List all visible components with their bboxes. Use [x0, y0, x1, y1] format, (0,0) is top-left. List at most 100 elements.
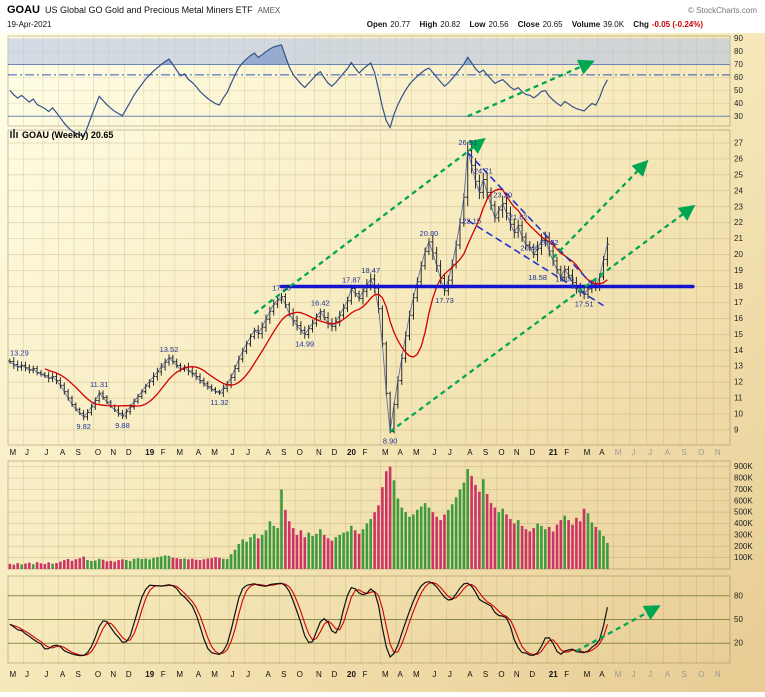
svg-text:M: M — [176, 448, 183, 457]
svg-text:11: 11 — [734, 394, 743, 403]
volume-label: Volume — [571, 20, 601, 29]
svg-text:700K: 700K — [734, 485, 753, 494]
svg-text:F: F — [363, 670, 368, 679]
svg-text:D: D — [529, 670, 535, 679]
svg-text:400K: 400K — [734, 519, 753, 528]
svg-text:J: J — [246, 670, 250, 679]
svg-text:A: A — [196, 670, 202, 679]
exchange-label: AMEX — [257, 6, 281, 15]
low-label: Low — [469, 20, 486, 29]
svg-text:A: A — [266, 670, 272, 679]
svg-text:19: 19 — [145, 448, 154, 457]
svg-text:J: J — [231, 670, 235, 679]
price-annotation-label: 9.82 — [76, 422, 91, 431]
svg-text:O: O — [95, 670, 101, 679]
svg-text:S: S — [281, 448, 286, 457]
svg-text:S: S — [681, 670, 686, 679]
svg-text:M: M — [413, 448, 420, 457]
svg-text:200K: 200K — [734, 542, 753, 551]
svg-text:9: 9 — [734, 425, 739, 434]
svg-text:300K: 300K — [734, 530, 753, 539]
layer-st — [9, 581, 608, 659]
svg-text:O: O — [698, 670, 704, 679]
svg-text:J: J — [631, 448, 635, 457]
downtrend-dashed-line — [467, 152, 597, 289]
svg-text:N: N — [110, 448, 116, 457]
uptrend-arrow — [552, 159, 649, 259]
svg-text:20: 20 — [347, 670, 356, 679]
svg-text:A: A — [599, 670, 605, 679]
svg-text:50: 50 — [734, 86, 743, 95]
svg-text:S: S — [483, 448, 488, 457]
svg-text:20: 20 — [347, 448, 356, 457]
layer-price — [8, 141, 610, 434]
high-value: 20.82 — [440, 20, 461, 29]
svg-text:A: A — [665, 670, 671, 679]
downtrend-dashed-line — [467, 219, 604, 307]
svg-text:M: M — [615, 670, 622, 679]
svg-text:800K: 800K — [734, 474, 753, 483]
svg-text:S: S — [483, 670, 488, 679]
svg-text:N: N — [316, 448, 322, 457]
price-annotation-label: 16.42 — [311, 299, 330, 308]
svg-text:900K: 900K — [734, 462, 753, 471]
stoch-uptrend-arrow — [575, 605, 661, 653]
price-annotation-label: 17.87 — [342, 276, 361, 285]
svg-text:A: A — [467, 670, 473, 679]
price-annotation-label: 11.31 — [90, 380, 108, 389]
svg-text:14: 14 — [734, 346, 743, 355]
price-annotation-label: 11.32 — [210, 398, 228, 407]
price-annotation-label: 19.08 — [555, 274, 574, 283]
svg-text:M: M — [10, 448, 17, 457]
price-annotation-label: 20.22 — [540, 238, 559, 247]
price-annotation-label: 17.36 — [272, 284, 291, 293]
copyright: © StockCharts.com — [687, 6, 757, 15]
svg-text:D: D — [332, 448, 338, 457]
layer-rsi — [8, 38, 730, 138]
svg-text:16: 16 — [734, 314, 743, 323]
svg-text:F: F — [161, 448, 166, 457]
svg-text:O: O — [498, 670, 504, 679]
svg-text:100K: 100K — [734, 553, 753, 562]
svg-text:50: 50 — [734, 615, 743, 624]
price-annotation-label: 24.71 — [474, 167, 493, 176]
uptrend-arrow — [253, 137, 486, 315]
price-annotation-label: 23.20 — [493, 191, 512, 200]
quote-line: Open 20.77 High 20.82 Low 20.56 Close 20.65 … — [360, 18, 703, 31]
svg-text:J: J — [631, 670, 635, 679]
svg-text:10: 10 — [734, 410, 743, 419]
chg-label: Chg — [633, 20, 649, 29]
svg-text:J: J — [432, 448, 436, 457]
close-value: 20.65 — [542, 20, 563, 29]
svg-text:21: 21 — [549, 670, 558, 679]
svg-text:600K: 600K — [734, 496, 753, 505]
svg-text:A: A — [60, 670, 66, 679]
svg-text:S: S — [75, 670, 80, 679]
price-annotation-label: 14.99 — [295, 339, 314, 348]
price-annotation-label: 8.90 — [383, 437, 398, 446]
svg-text:N: N — [715, 448, 721, 457]
svg-text:J: J — [432, 670, 436, 679]
svg-text:F: F — [564, 670, 569, 679]
svg-text:D: D — [332, 670, 338, 679]
svg-text:26: 26 — [734, 154, 743, 163]
svg-text:M: M — [382, 670, 389, 679]
svg-text:A: A — [60, 448, 66, 457]
svg-text:19: 19 — [734, 266, 743, 275]
svg-text:M: M — [176, 670, 183, 679]
svg-text:19: 19 — [145, 670, 154, 679]
svg-text:J: J — [448, 448, 452, 457]
svg-text:A: A — [665, 448, 671, 457]
price-annotation-label: 13.52 — [160, 345, 179, 354]
svg-text:18: 18 — [734, 282, 743, 291]
svg-text:A: A — [397, 448, 403, 457]
svg-text:D: D — [126, 448, 132, 457]
svg-text:17: 17 — [734, 298, 743, 307]
svg-text:J: J — [231, 448, 235, 457]
svg-text:M: M — [382, 448, 389, 457]
price-annotation-label: 21.82 — [509, 213, 528, 222]
open-value: 20.77 — [390, 20, 411, 29]
svg-text:S: S — [75, 448, 80, 457]
svg-text:70: 70 — [734, 60, 743, 69]
svg-text:40: 40 — [734, 99, 743, 108]
